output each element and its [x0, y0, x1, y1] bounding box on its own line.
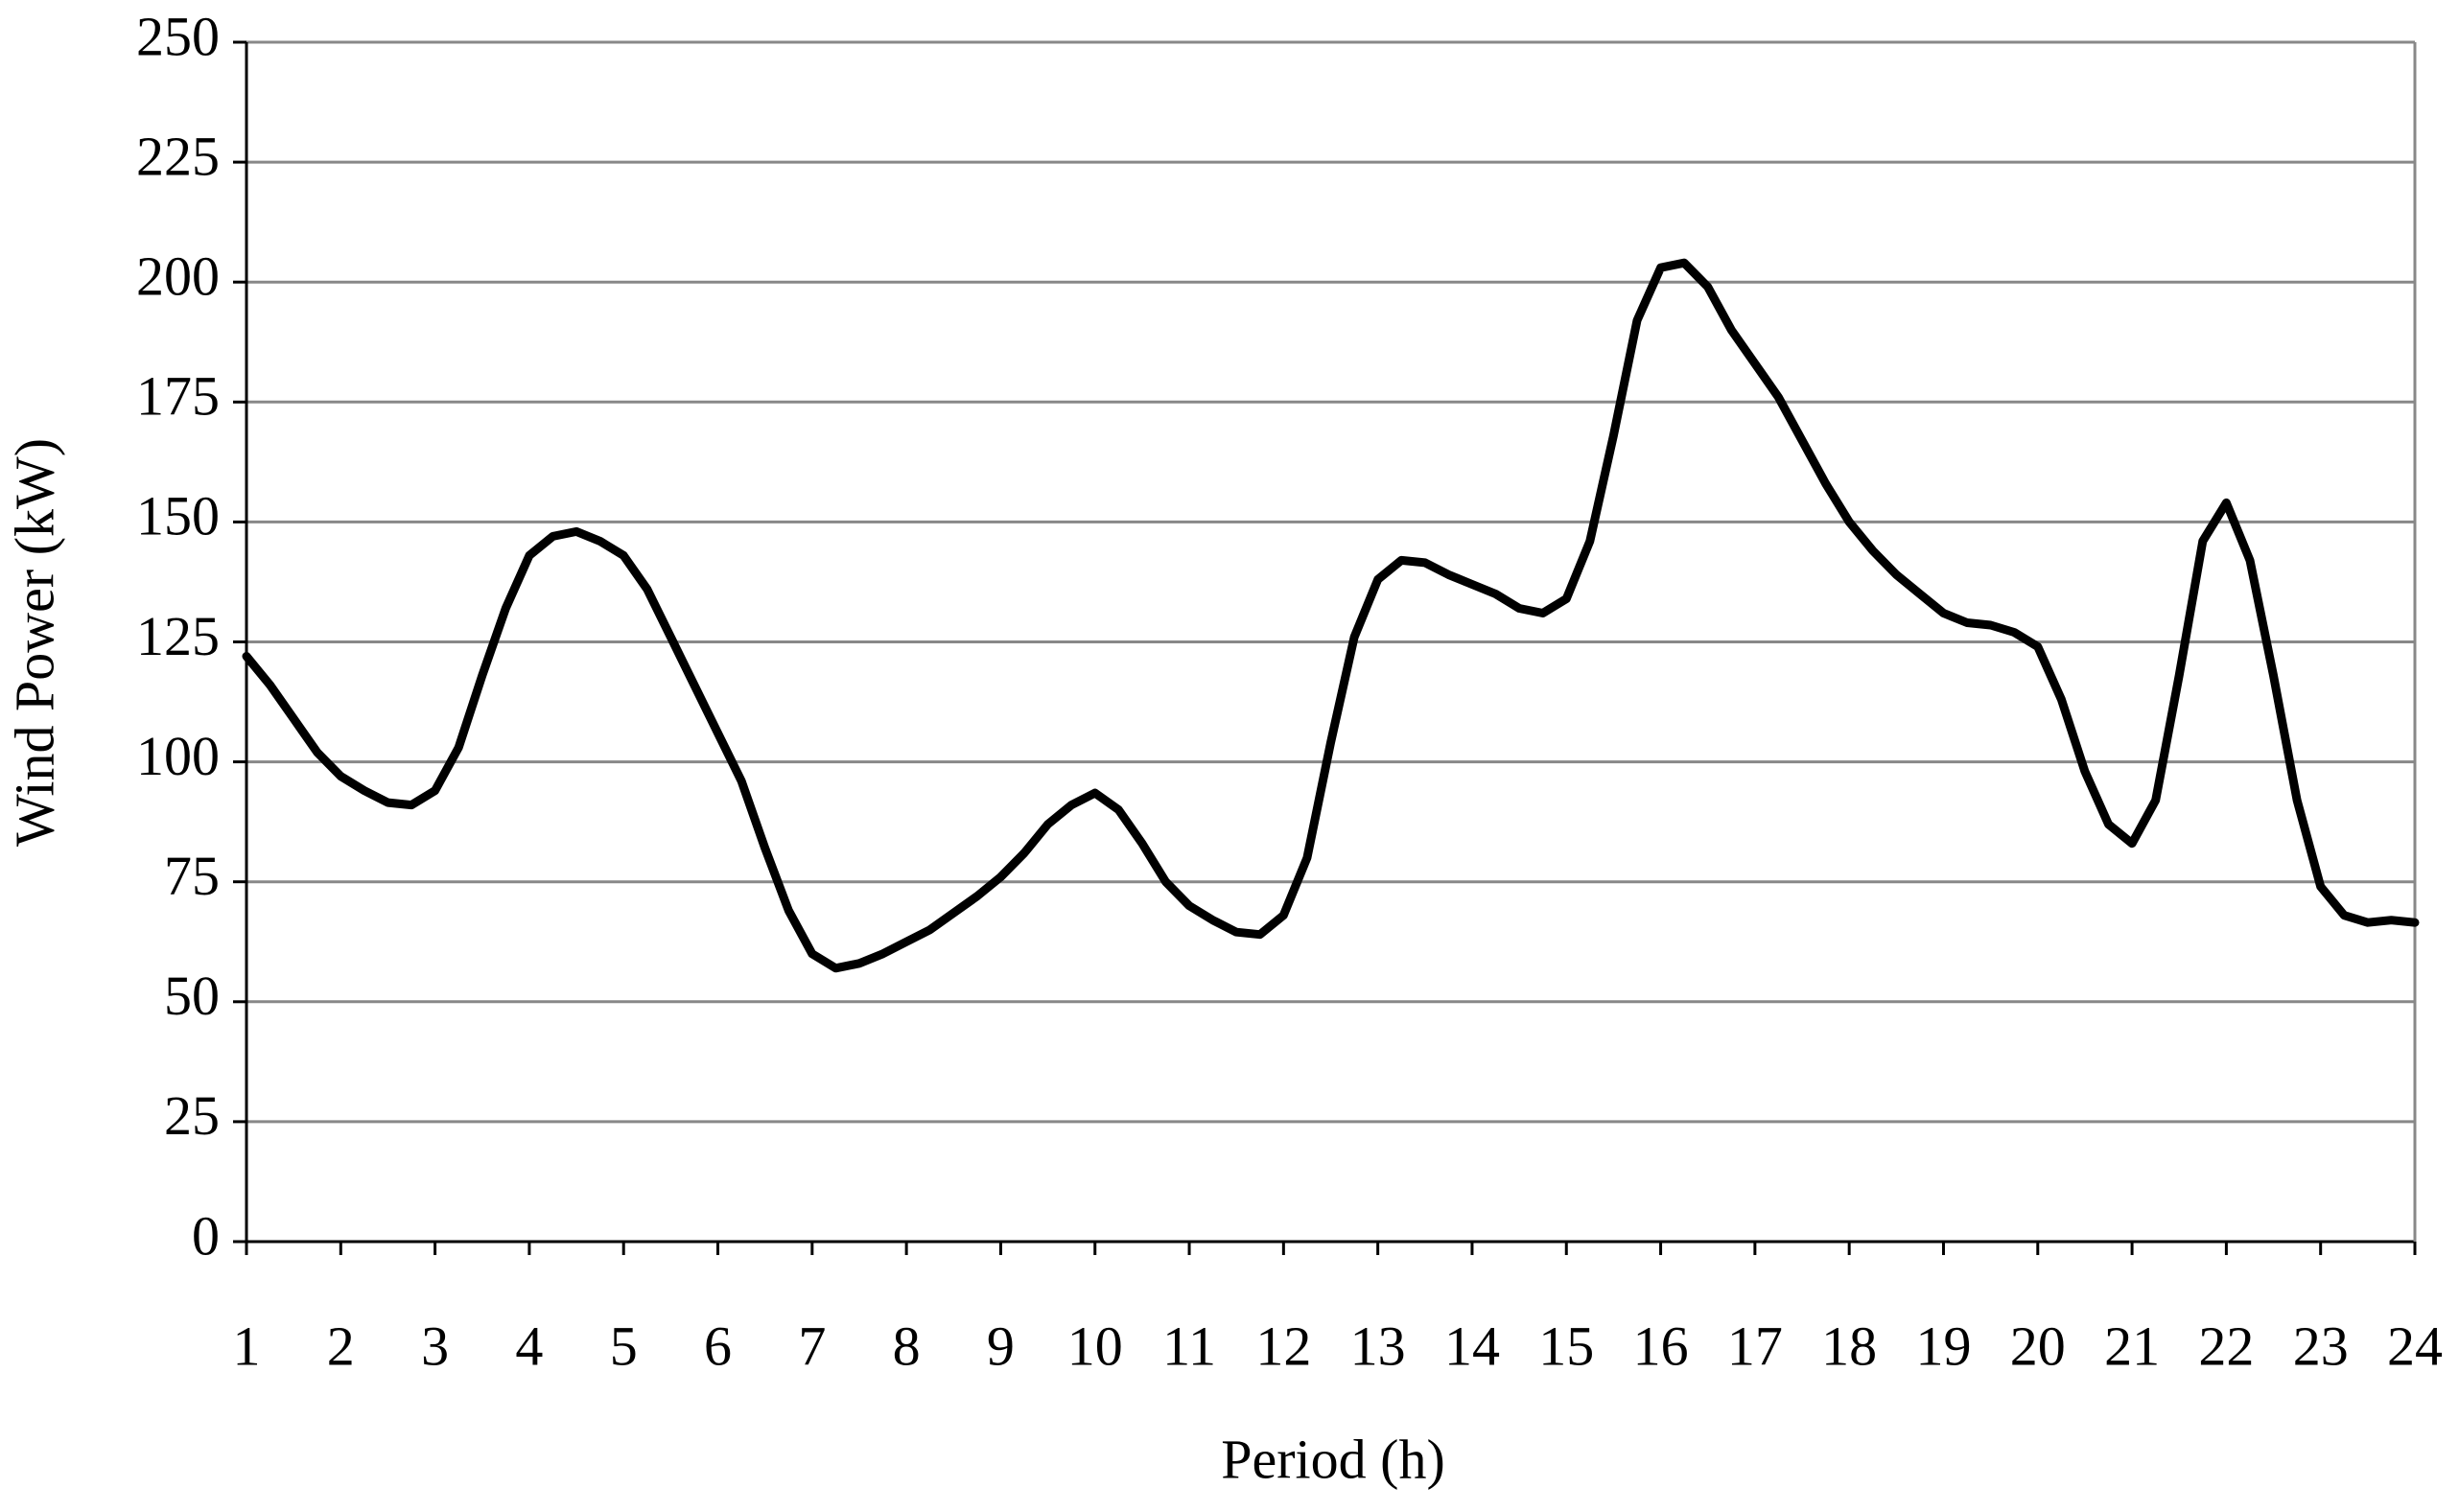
- y-tick-label: 125: [136, 605, 220, 667]
- y-tick-label: 75: [164, 845, 220, 907]
- x-tick-label: 5: [610, 1314, 638, 1377]
- x-tick-label: 24: [2387, 1314, 2443, 1377]
- y-tick-label: 0: [192, 1204, 220, 1267]
- y-tick-label: 250: [136, 5, 220, 67]
- y-tick-label: 200: [136, 245, 220, 308]
- x-axis-label: Period (h): [1221, 1428, 1445, 1490]
- x-tick-label: 10: [1067, 1314, 1123, 1377]
- x-tick-label: 17: [1727, 1314, 1783, 1377]
- x-tick-label: 1: [233, 1314, 261, 1377]
- x-tick-label: 11: [1162, 1314, 1216, 1377]
- y-tick-label: 100: [136, 725, 220, 787]
- y-tick-label: 25: [164, 1084, 220, 1147]
- x-tick-label: 3: [421, 1314, 449, 1377]
- x-tick-label: 19: [1915, 1314, 1971, 1377]
- x-tick-label: 13: [1350, 1314, 1406, 1377]
- x-tick-label: 23: [2293, 1314, 2349, 1377]
- y-tick-label: 225: [136, 125, 220, 187]
- x-tick-label: 21: [2104, 1314, 2160, 1377]
- x-tick-label: 18: [1821, 1314, 1877, 1377]
- x-tick-label: 6: [704, 1314, 732, 1377]
- x-tick-label: 8: [893, 1314, 921, 1377]
- x-tick-label: 14: [1444, 1314, 1500, 1377]
- y-axis-label: Wind Power (kW): [3, 438, 65, 847]
- x-tick-label: 9: [987, 1314, 1015, 1377]
- x-tick-label: 4: [515, 1314, 543, 1377]
- x-tick-label: 7: [798, 1314, 826, 1377]
- x-tick-label: 15: [1538, 1314, 1594, 1377]
- y-tick-label: 50: [164, 965, 220, 1027]
- y-tick-label: 150: [136, 485, 220, 547]
- x-tick-label: 12: [1255, 1314, 1311, 1377]
- x-tick-label: 22: [2198, 1314, 2254, 1377]
- x-tick-label: 20: [2010, 1314, 2066, 1377]
- data-line: [242, 258, 2420, 973]
- x-tick-label: 16: [1633, 1314, 1689, 1377]
- x-tick-label: 2: [327, 1314, 355, 1377]
- y-tick-label: 175: [136, 365, 220, 428]
